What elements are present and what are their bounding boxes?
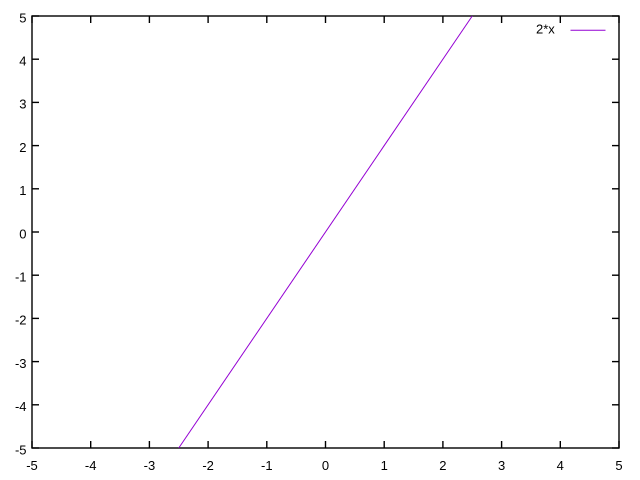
svg-text:1: 1 (19, 183, 26, 198)
svg-text:0: 0 (19, 226, 26, 241)
svg-text:-3: -3 (144, 458, 156, 473)
svg-text:2: 2 (439, 458, 446, 473)
svg-text:-1: -1 (261, 458, 273, 473)
svg-text:-4: -4 (85, 458, 97, 473)
svg-text:5: 5 (615, 458, 622, 473)
svg-text:1: 1 (381, 458, 388, 473)
svg-text:-4: -4 (15, 399, 27, 414)
svg-text:3: 3 (498, 458, 505, 473)
svg-text:-5: -5 (15, 442, 27, 457)
svg-text:4: 4 (19, 53, 26, 68)
svg-text:-2: -2 (202, 458, 214, 473)
svg-text:3: 3 (19, 97, 26, 112)
svg-text:5: 5 (19, 10, 26, 25)
svg-text:-2: -2 (15, 313, 27, 328)
svg-text:2: 2 (19, 140, 26, 155)
svg-text:4: 4 (557, 458, 564, 473)
svg-text:2*x: 2*x (536, 22, 555, 37)
svg-text:-1: -1 (15, 269, 27, 284)
svg-text:-3: -3 (15, 356, 27, 371)
svg-text:-5: -5 (26, 458, 38, 473)
svg-text:0: 0 (322, 458, 329, 473)
